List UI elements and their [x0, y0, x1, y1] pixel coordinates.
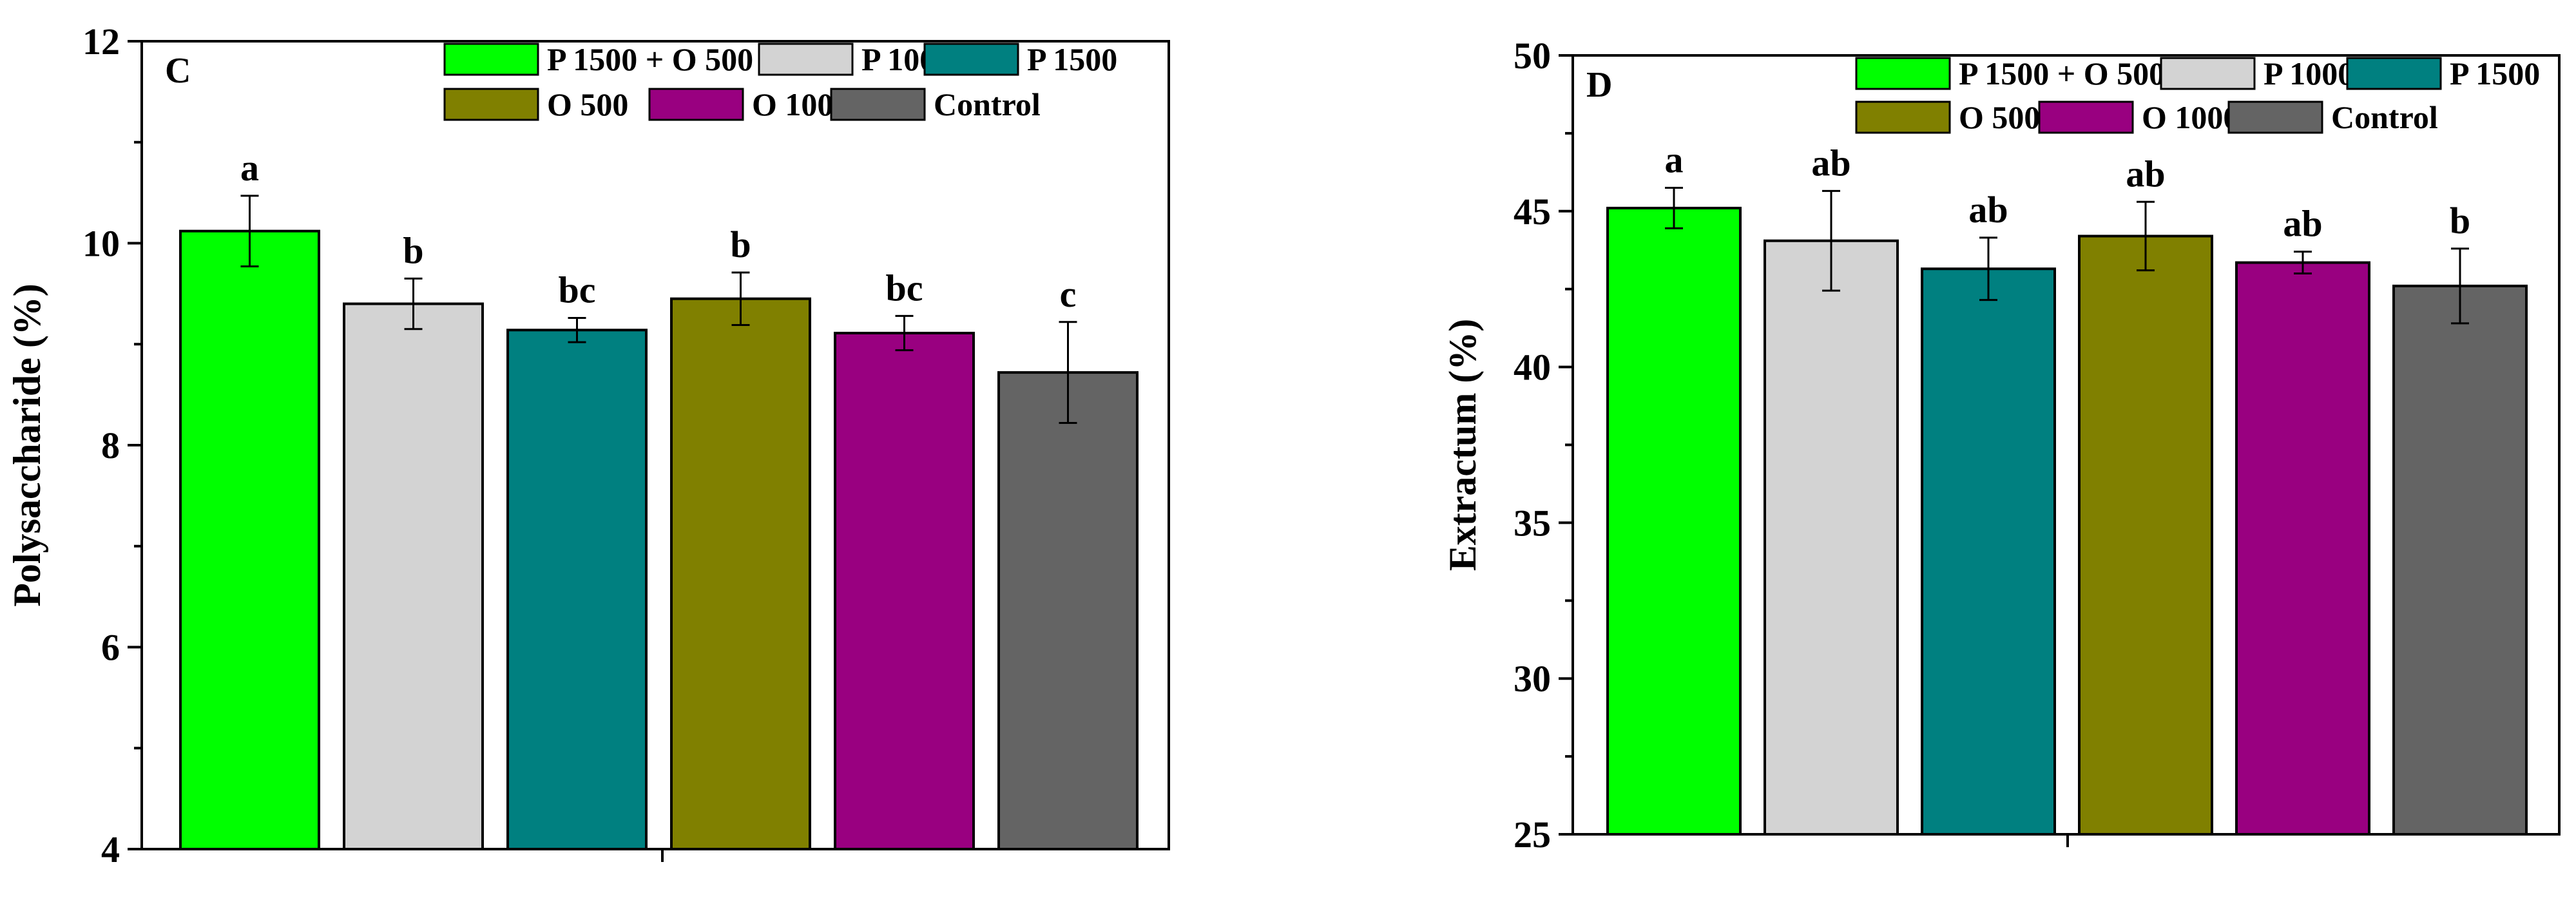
legend-swatch-control — [2227, 101, 2323, 134]
significance-letter-p-1000: b — [403, 229, 423, 271]
error-bar-p-1500 — [1979, 236, 1997, 302]
y-tick-label-d: 30 — [1514, 658, 1551, 700]
bar-o-1000 — [2235, 261, 2370, 836]
bar-o-1000 — [834, 332, 975, 850]
bar-p-1500-o-500 — [1606, 206, 1742, 836]
legend-label-p-1500: P 1500 — [2450, 55, 2540, 91]
legend-label-control: Control — [934, 86, 1041, 122]
significance-letters-c: a b bc b bc c — [240, 147, 1076, 315]
significance-letter-o-1000: ab — [2283, 203, 2322, 245]
y-tick-label-c: 4 — [101, 828, 120, 870]
bar-p-1500 — [506, 329, 648, 850]
significance-letter-p-1500-o-500: a — [240, 147, 259, 189]
error-bar-p-1500 — [568, 316, 586, 343]
significance-letter-o-500: b — [730, 224, 751, 265]
legend-label-p-1500: P 1500 — [1027, 41, 1117, 77]
y-tick-label-d: 35 — [1514, 502, 1551, 544]
y-tick-label-d: 25 — [1514, 814, 1551, 856]
y-tick-label-c: 10 — [82, 223, 120, 265]
y-tick-label-c: 8 — [101, 425, 120, 466]
error-bar-o-1000 — [2294, 251, 2312, 275]
legend-item-p-1000: P 1000 — [758, 41, 952, 77]
bars-d — [1606, 206, 2528, 836]
legend-swatch-o-1000 — [2038, 101, 2134, 134]
bars-c — [179, 229, 1139, 850]
legend-item-p-1500: P 1500 — [2346, 55, 2540, 91]
bar-p-1000 — [1764, 239, 1899, 836]
legend-label-p-1000: P 1000 — [2264, 55, 2354, 91]
legend-item-o-500: O 500 — [1855, 99, 2040, 135]
legend-swatch-p-1500-o-500 — [1855, 57, 1951, 90]
error-bar-o-500 — [731, 271, 750, 326]
bar-o-500 — [2078, 235, 2213, 836]
legend-item-p-1000: P 1000 — [2160, 55, 2354, 91]
significance-letter-o-1000: bc — [886, 267, 923, 309]
error-bar-p-1000 — [404, 277, 423, 330]
error-bar-control — [1059, 321, 1077, 425]
legend-label-o-1000: O 1000 — [2142, 99, 2239, 135]
legend-d: P 1500 + O 500 P 1000 P 1500 O 500 O 1000 Con… — [1855, 55, 2540, 135]
legend-item-o-500: O 500 — [443, 86, 628, 122]
legend-label-control: Control — [2331, 99, 2438, 135]
y-tick-label-d: 40 — [1514, 347, 1551, 388]
significance-letter-p-1500: bc — [559, 269, 596, 311]
bar-control — [997, 371, 1139, 850]
legend-swatch-o-500 — [1855, 101, 1951, 134]
legend-swatch-o-1000 — [648, 88, 744, 121]
significance-letter-control: b — [2450, 200, 2470, 242]
legend-item-o-1000: O 1000 — [648, 86, 849, 122]
error-bar-p-1500-o-500 — [240, 195, 259, 268]
y-tick-label-d: 45 — [1514, 191, 1551, 233]
axes-c: 4 6 8 10 12 — [82, 21, 664, 870]
significance-letter-p-1500: ab — [1968, 189, 2008, 231]
y-tick-label-c: 6 — [101, 627, 120, 669]
panel-label-d: D — [1586, 65, 1612, 105]
error-bar-control — [2451, 247, 2469, 325]
error-bar-p-1500-o-500 — [1665, 187, 1683, 229]
legend-swatch-p-1500 — [923, 43, 1019, 76]
axes-d: 25 30 35 40 45 50 — [1514, 35, 2069, 856]
legend-item-o-1000: O 1000 — [2038, 99, 2239, 135]
y-axis-label-d: Extractum (%) — [1441, 319, 1484, 571]
legend-c: P 1500 + O 500 P 1000 P 1500 O 500 O 1000 Con… — [443, 41, 1117, 122]
legend-label-p-1500-o-500: P 1500 + O 500 — [547, 41, 753, 77]
chart-panel-c: a b bc b bc c 4 6 8 10 12 C Polysaccharide (%) P … — [6, 21, 1170, 870]
legend-swatch-control — [830, 88, 926, 121]
significance-letter-o-500: ab — [2126, 153, 2165, 195]
bar-o-500 — [670, 297, 811, 850]
legend-swatch-p-1000 — [758, 43, 854, 76]
legend-swatch-p-1500 — [2346, 57, 2442, 90]
legend-item-p-1500-o-500: P 1500 + O 500 — [443, 41, 753, 77]
legend-item-p-1500-o-500: P 1500 + O 500 — [1855, 55, 2165, 91]
legend-item-control: Control — [830, 86, 1041, 122]
error-bar-o-1000 — [895, 314, 914, 352]
significance-letter-p-1500-o-500: a — [1665, 139, 1684, 181]
significance-letters-d: a ab ab ab ab b — [1665, 139, 2471, 245]
bar-control — [2392, 284, 2528, 836]
bar-p-1500-o-500 — [179, 229, 320, 850]
legend-swatch-p-1500-o-500 — [443, 43, 539, 76]
significance-letter-p-1000: ab — [1811, 142, 1850, 184]
y-tick-label-c: 12 — [82, 21, 120, 62]
y-axis-label-c: Polysaccharide (%) — [6, 283, 48, 607]
legend-label-p-1500-o-500: P 1500 + O 500 — [1959, 55, 2165, 91]
panel-label-c: C — [165, 51, 191, 91]
legend-label-o-500: O 500 — [547, 86, 628, 122]
legend-item-control: Control — [2227, 99, 2438, 135]
y-tick-label-d: 50 — [1514, 35, 1551, 77]
legend-swatch-p-1000 — [2160, 57, 2256, 90]
legend-label-o-500: O 500 — [1959, 99, 2040, 135]
legend-item-p-1500: P 1500 — [923, 41, 1117, 77]
significance-letter-control: c — [1060, 273, 1077, 315]
bar-p-1500 — [1921, 267, 2056, 836]
error-bars-d — [1665, 187, 2469, 325]
bar-p-1000 — [343, 302, 484, 850]
error-bar-p-1000 — [1822, 189, 1840, 292]
legend-swatch-o-500 — [443, 88, 539, 121]
error-bars-c — [240, 195, 1077, 425]
error-bar-o-500 — [2137, 200, 2155, 272]
